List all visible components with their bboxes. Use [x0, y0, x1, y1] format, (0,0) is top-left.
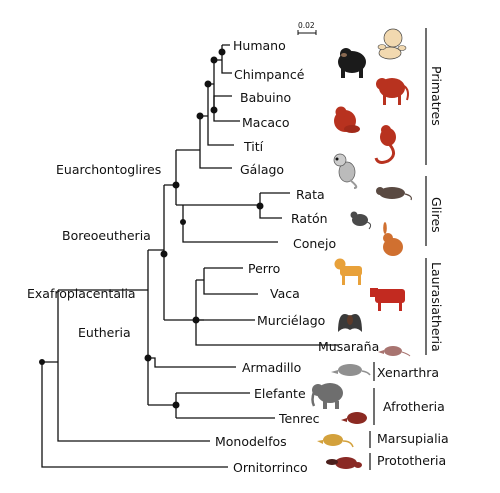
- group-labels: Primatres Glires Laurasiatheria Xenarthr…: [377, 66, 449, 468]
- node-anthropoidea: [204, 80, 212, 88]
- label-eutheria: Eutheria: [78, 325, 131, 340]
- group-glires: Glires: [429, 197, 444, 233]
- group-laurasiatheria: Laurasiatheria: [429, 262, 444, 352]
- tip-raton: Ratón: [291, 211, 328, 226]
- node-glires: [180, 219, 186, 225]
- node-catarrhini: [210, 56, 218, 64]
- node-primates: [196, 112, 204, 120]
- titi-monkey-icon: [374, 125, 396, 164]
- label-boreoeutheria: Boreoeutheria: [62, 228, 151, 243]
- node-hominidae: [218, 48, 226, 56]
- group-xenarthra: Xenarthra: [377, 365, 439, 380]
- tip-vaca: Vaca: [270, 286, 300, 301]
- group-afrotheria: Afrotheria: [383, 399, 445, 414]
- platypus-icon: [326, 457, 362, 469]
- bat-icon: [338, 314, 362, 332]
- mouse-icon: [350, 211, 372, 230]
- tip-macaco: Macaco: [242, 115, 290, 130]
- tip-babuino: Babuino: [240, 90, 291, 105]
- tip-galago: Gálago: [240, 162, 284, 177]
- node-rodentia: [256, 202, 264, 210]
- opossum-icon: [317, 434, 354, 448]
- tip-elefante: Elefante: [254, 386, 306, 401]
- tenrec-icon: [341, 412, 367, 424]
- branch-ornitorrinco: [41, 362, 228, 468]
- baboon-icon: [376, 78, 409, 105]
- branch-glires: [176, 192, 290, 243]
- node-cercopithecidae: [210, 106, 218, 114]
- group-primatres: Primatres: [429, 66, 444, 126]
- clade-node-labels: Euarchontoglires Boreoeutheria Exafropla…: [27, 162, 161, 340]
- macaque-icon: [334, 106, 360, 133]
- tip-humano: Humano: [233, 38, 286, 53]
- branch-laurasiatheria: [164, 267, 338, 346]
- cow-icon: [370, 288, 405, 311]
- branch-eutheria: [58, 250, 149, 358]
- group-brackets: [369, 28, 427, 470]
- animal-illustrations: [311, 28, 412, 469]
- branch-theria: [42, 290, 210, 442]
- node-laurasiatheria: [192, 316, 200, 324]
- node-euarchontoglires: [172, 181, 180, 189]
- tip-monodelfos: Monodelfos: [215, 434, 287, 449]
- elephant-icon: [311, 383, 343, 409]
- node-afrotheria: [172, 401, 180, 409]
- tip-chimpance: Chimpancé: [234, 67, 305, 82]
- tree-nodes: [39, 48, 264, 409]
- label-exafroplacentalia: Exafroplacentalia: [27, 286, 136, 301]
- group-marsupialia: Marsupialia: [377, 431, 449, 446]
- dog-icon: [334, 258, 362, 285]
- branch-anthropoidea: [200, 84, 234, 146]
- tip-murcielago: Murciélago: [257, 313, 325, 328]
- branch-primates: [176, 116, 232, 169]
- tip-conejo: Conejo: [293, 236, 336, 251]
- rat-icon: [376, 187, 412, 201]
- tip-titi: Tití: [243, 139, 264, 154]
- tree-branches: [41, 44, 338, 468]
- branch-armadillo: [148, 357, 236, 368]
- rabbit-icon: [383, 222, 403, 256]
- human-icon: [377, 28, 407, 60]
- armadillo-icon: [331, 364, 371, 376]
- tip-armadillo: Armadillo: [242, 360, 301, 375]
- scale-bar: 0.02: [297, 21, 317, 35]
- group-prototheria: Prototheria: [377, 453, 446, 468]
- tip-tenrec: Tenrec: [278, 411, 320, 426]
- label-euarchontoglires: Euarchontoglires: [56, 162, 161, 177]
- scale-bar-label: 0.02: [298, 21, 315, 30]
- node-root: [39, 359, 45, 365]
- shrew-icon: [378, 346, 411, 357]
- node-eutheria: [144, 354, 152, 362]
- tip-ornitorrinco: Ornitorrinco: [233, 460, 308, 475]
- tip-musarana: Musaraña: [318, 339, 379, 354]
- chimpanzee-icon: [338, 48, 366, 78]
- tip-perro: Perro: [248, 261, 280, 276]
- node-boreoeutheria: [160, 250, 168, 258]
- galago-icon: [333, 153, 358, 189]
- tip-labels: Humano Chimpancé Babuino Macaco Tití Gál…: [215, 38, 379, 475]
- branch-euarchontoglires: [164, 150, 177, 205]
- tip-rata: Rata: [296, 187, 325, 202]
- branch-cercopithecidae: [213, 95, 240, 122]
